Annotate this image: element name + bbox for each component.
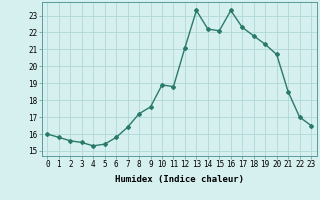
X-axis label: Humidex (Indice chaleur): Humidex (Indice chaleur) bbox=[115, 175, 244, 184]
